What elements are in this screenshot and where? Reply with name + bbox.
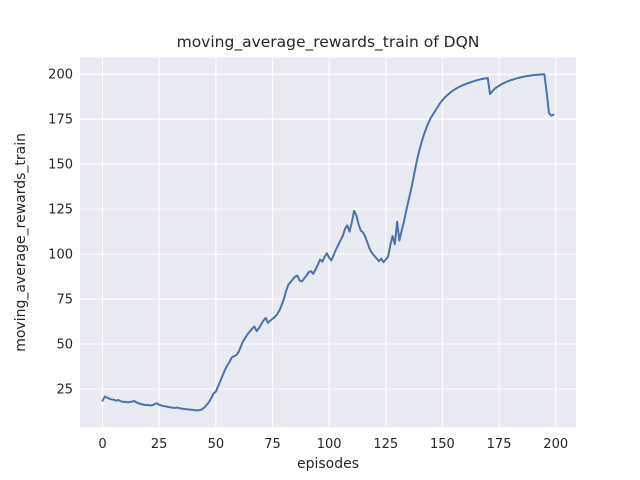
y-tick-label: 150	[48, 158, 73, 173]
plot-area	[80, 57, 576, 428]
chart-title: moving_average_rewards_train of DQN	[177, 33, 480, 52]
y-tick-label: 75	[56, 293, 73, 308]
y-tick-label: 50	[56, 338, 73, 353]
y-tick-label: 100	[48, 248, 73, 263]
y-tick-label: 200	[48, 68, 73, 83]
y-tick-label: 175	[48, 113, 73, 128]
y-tick-label: 125	[48, 203, 73, 218]
x-axis-tick-labels: 0 25 50 75 100 125 150 175 200	[98, 437, 568, 452]
x-tick-label: 25	[151, 437, 168, 452]
x-tick-label: 150	[430, 437, 455, 452]
series-group	[101, 73, 555, 412]
y-tick-label: 25	[56, 382, 73, 397]
x-tick-label: 50	[208, 437, 225, 452]
x-tick-label: 125	[373, 437, 398, 452]
x-tick-label: 175	[487, 437, 512, 452]
y-axis-label: moving_average_rewards_train	[13, 133, 29, 352]
x-tick-label: 0	[98, 437, 106, 452]
x-tick-label: 200	[543, 437, 568, 452]
x-axis-label: episodes	[297, 456, 359, 472]
y-axis-tick-labels: 25 50 75 100 125 150 175 200	[48, 68, 73, 398]
x-tick-label: 100	[317, 437, 342, 452]
series-line	[101, 73, 555, 412]
x-tick-label: 75	[264, 437, 281, 452]
